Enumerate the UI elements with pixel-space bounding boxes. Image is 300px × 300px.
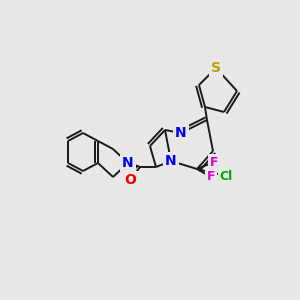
Text: N: N [175, 126, 187, 140]
Text: O: O [124, 173, 136, 187]
Text: F: F [210, 155, 218, 169]
Text: S: S [211, 61, 221, 75]
Text: N: N [165, 154, 177, 168]
Text: Cl: Cl [219, 169, 232, 182]
Text: N: N [122, 156, 134, 170]
Text: F: F [207, 170, 215, 184]
